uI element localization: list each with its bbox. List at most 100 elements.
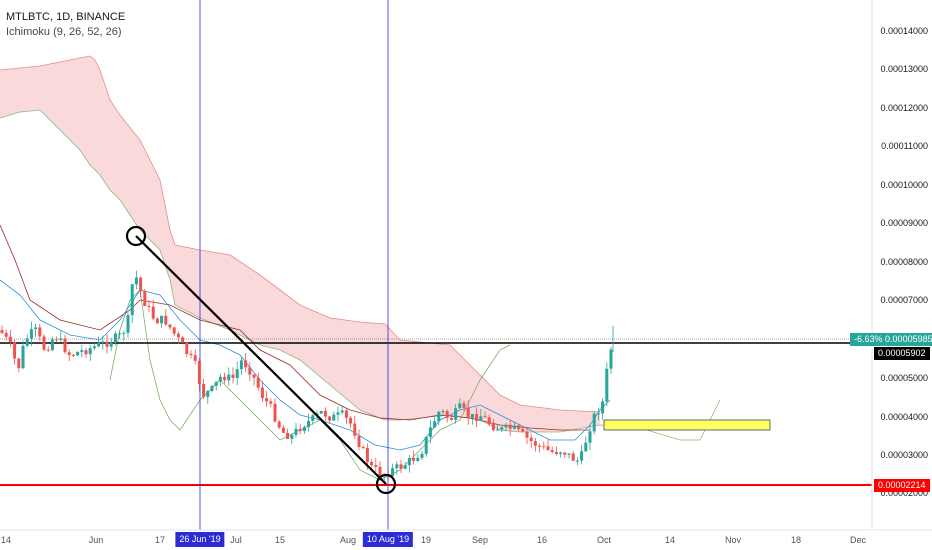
change-percent: -6.63%: [854, 334, 883, 344]
candle-body: [139, 277, 143, 292]
candle-body: [584, 442, 588, 452]
candle-body: [8, 336, 12, 343]
price-tick: 0.00004000: [880, 412, 928, 422]
candle-body: [239, 360, 243, 370]
candle-body: [395, 464, 399, 469]
candle-body: [281, 427, 285, 433]
candle-body: [403, 465, 407, 469]
time-tick: Jul: [230, 535, 242, 545]
time-tick: Aug: [339, 535, 357, 545]
candle-body: [479, 416, 483, 421]
circle-marker-bottom[interactable]: [375, 473, 397, 495]
candle-body: [67, 352, 71, 355]
date-marker-badge-2: 10 Aug '19: [362, 532, 414, 547]
candle-body: [529, 437, 533, 442]
price-tick: 0.00005000: [880, 373, 928, 383]
candle-body: [349, 417, 353, 424]
candle-body: [319, 410, 323, 414]
candle-body: [42, 336, 46, 350]
candle-body: [265, 398, 269, 402]
circle-marker-top[interactable]: [125, 225, 147, 247]
candle-body: [609, 349, 613, 369]
candle-body: [521, 429, 525, 432]
candle-body: [13, 342, 17, 359]
candle-body: [218, 376, 222, 382]
candle-body: [487, 417, 491, 424]
candle-body: [407, 457, 411, 466]
candle-body: [101, 341, 105, 343]
candle-body: [118, 333, 122, 335]
candle-body: [185, 342, 189, 354]
ichimoku-cloud: [0, 56, 600, 432]
support-price-badge: 0.00002214: [874, 479, 930, 492]
candle-body: [424, 436, 428, 454]
candle-body: [248, 367, 252, 375]
candle-body: [92, 346, 96, 349]
price-tick: 0.00012000: [880, 103, 928, 113]
candle-body: [517, 425, 521, 430]
chikou-span: [109, 289, 511, 481]
candle-body: [269, 401, 273, 404]
candle-body: [59, 338, 63, 340]
time-tick: 14: [0, 535, 12, 545]
candle-body: [500, 427, 504, 430]
candle-body: [244, 360, 248, 368]
trend-line[interactable]: [135, 235, 387, 485]
candle-body: [433, 421, 437, 428]
current-price: 0.00005985: [885, 334, 932, 344]
time-tick: Oct: [596, 535, 612, 545]
candle-body: [554, 451, 558, 454]
candle-body: [575, 460, 579, 462]
candle-body: [374, 465, 378, 467]
candle-body: [445, 411, 449, 418]
symbol-title[interactable]: MTLBTC, 1D, BINANCE: [6, 11, 126, 23]
candle-body: [143, 291, 147, 306]
candle-body: [391, 468, 395, 477]
candle-body: [71, 354, 75, 356]
candle-body: [525, 431, 529, 438]
price-tick: 0.00014000: [880, 26, 928, 36]
candle-body: [340, 410, 344, 413]
time-tick: 18: [790, 535, 802, 545]
candle-body: [550, 450, 554, 452]
candle-body: [361, 446, 365, 449]
candle-body: [34, 327, 38, 330]
candle-body: [458, 403, 462, 409]
candle-body: [533, 441, 537, 446]
candle-body: [97, 342, 101, 347]
candle-body: [567, 453, 571, 455]
candle-body: [197, 360, 201, 384]
candle-body: [84, 350, 88, 355]
candle-body: [210, 385, 214, 391]
candle-body: [491, 423, 495, 431]
candle-body: [412, 457, 416, 461]
candle-body: [559, 452, 563, 454]
candle-body: [235, 369, 239, 378]
price-tick: 0.00007000: [880, 295, 928, 305]
candle-body: [475, 413, 479, 421]
indicator-label[interactable]: Ichimoku (9, 26, 52, 26): [6, 26, 122, 38]
time-tick: Jun: [88, 535, 104, 545]
price-tick: 0.00013000: [880, 64, 928, 74]
candle-body: [580, 451, 584, 461]
time-tick: Sep: [471, 535, 489, 545]
candle-body: [273, 403, 277, 422]
candle-body: [365, 448, 369, 462]
candle-body: [176, 333, 180, 338]
candle-body: [538, 445, 542, 447]
candle-body: [290, 434, 294, 439]
candle-body: [399, 464, 403, 469]
price-tick: 0.00008000: [880, 257, 928, 267]
candle-body: [504, 424, 508, 428]
candle-body: [370, 461, 374, 466]
level-price-badge: 0.00005902: [874, 347, 930, 360]
candle-body: [302, 427, 306, 432]
candle-body: [454, 408, 458, 420]
candle-body: [277, 421, 281, 428]
candlestick-series: [0, 270, 614, 482]
candle-body: [122, 332, 126, 334]
candle-body: [130, 284, 134, 316]
candle-body: [601, 401, 605, 414]
highlight-box[interactable]: [603, 419, 771, 431]
